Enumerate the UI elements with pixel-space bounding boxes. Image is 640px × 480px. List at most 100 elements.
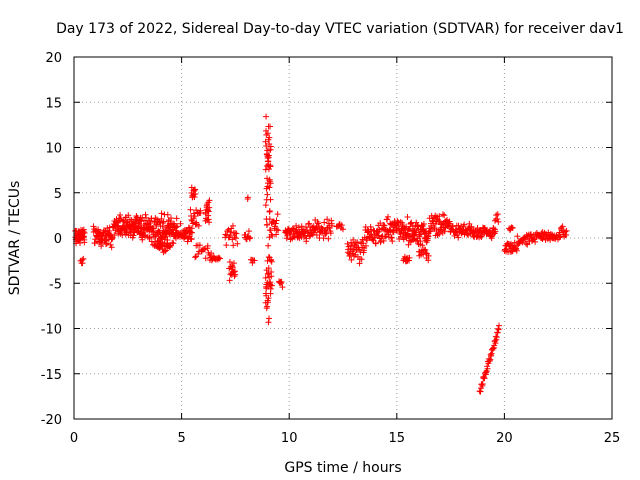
data-point bbox=[165, 225, 172, 232]
data-point bbox=[267, 163, 274, 170]
data-point bbox=[306, 233, 313, 240]
data-point bbox=[339, 226, 346, 233]
data-point bbox=[380, 237, 387, 244]
data-point bbox=[495, 218, 502, 225]
data-point bbox=[509, 224, 516, 231]
data-point bbox=[380, 222, 387, 229]
data-point bbox=[358, 256, 365, 263]
data-point bbox=[315, 220, 322, 227]
data-point bbox=[80, 226, 87, 233]
y-tick-label: -5 bbox=[49, 277, 62, 292]
data-point bbox=[204, 207, 211, 214]
data-point bbox=[264, 175, 271, 182]
data-point bbox=[492, 340, 499, 347]
data-point bbox=[226, 258, 233, 265]
data-point bbox=[422, 250, 429, 257]
data-point bbox=[410, 232, 417, 239]
data-point bbox=[81, 239, 88, 246]
data-point bbox=[187, 235, 194, 242]
data-point bbox=[262, 274, 269, 281]
data-point bbox=[192, 191, 199, 198]
data-point bbox=[267, 123, 274, 130]
data-point bbox=[266, 216, 273, 223]
data-point bbox=[119, 231, 126, 238]
data-point bbox=[479, 380, 486, 387]
data-point bbox=[90, 223, 97, 230]
x-tick-label: 25 bbox=[604, 431, 621, 446]
data-point bbox=[262, 202, 269, 209]
data-point bbox=[268, 282, 275, 289]
data-point bbox=[265, 319, 272, 326]
data-point bbox=[494, 211, 501, 218]
data-point bbox=[143, 214, 150, 221]
data-point bbox=[265, 265, 272, 272]
data-point bbox=[427, 228, 434, 235]
data-point bbox=[419, 242, 426, 249]
data-point bbox=[230, 242, 237, 249]
data-point bbox=[446, 218, 453, 225]
data-point bbox=[265, 242, 272, 249]
data-point bbox=[414, 237, 421, 244]
data-point bbox=[350, 236, 357, 243]
data-point bbox=[493, 212, 500, 219]
data-point bbox=[278, 278, 285, 285]
data-point bbox=[266, 184, 273, 191]
data-point bbox=[477, 233, 484, 240]
data-point bbox=[273, 231, 280, 238]
data-point bbox=[266, 208, 273, 215]
data-point bbox=[168, 215, 175, 222]
data-point bbox=[417, 238, 424, 245]
data-point bbox=[532, 238, 539, 245]
data-point bbox=[397, 230, 404, 237]
data-point bbox=[275, 227, 282, 234]
data-point bbox=[327, 230, 334, 237]
data-point bbox=[222, 231, 229, 238]
data-point bbox=[431, 224, 438, 231]
x-tick-label: 15 bbox=[389, 431, 406, 446]
data-point bbox=[188, 236, 195, 243]
data-point bbox=[267, 180, 274, 187]
data-point bbox=[274, 211, 281, 218]
data-point bbox=[313, 231, 320, 238]
data-point bbox=[159, 220, 166, 227]
data-point bbox=[173, 215, 180, 222]
data-point bbox=[375, 232, 382, 239]
data-point bbox=[192, 254, 199, 261]
y-tick-label: -20 bbox=[41, 413, 62, 428]
data-point bbox=[159, 240, 166, 247]
data-point bbox=[399, 219, 406, 226]
data-point bbox=[264, 303, 271, 310]
data-point bbox=[519, 239, 526, 246]
data-point bbox=[130, 232, 137, 239]
data-point bbox=[125, 212, 132, 219]
data-point bbox=[267, 227, 274, 234]
data-point bbox=[157, 219, 164, 226]
data-point bbox=[161, 236, 168, 243]
y-axis-label: SDTVAR / TECUs bbox=[7, 181, 23, 296]
data-point bbox=[272, 223, 279, 230]
data-point bbox=[524, 241, 531, 248]
data-point bbox=[230, 260, 237, 267]
data-point bbox=[103, 240, 110, 247]
data-point bbox=[187, 206, 194, 213]
data-point bbox=[174, 223, 181, 230]
data-point bbox=[162, 247, 169, 254]
data-point bbox=[232, 271, 239, 278]
data-point bbox=[263, 113, 270, 120]
data-point bbox=[226, 277, 233, 284]
data-point bbox=[177, 220, 184, 227]
data-point bbox=[279, 284, 286, 291]
data-points bbox=[72, 113, 570, 395]
y-tick-label: -10 bbox=[41, 323, 62, 338]
data-point bbox=[142, 211, 149, 218]
chart-title: Day 173 of 2022, Sidereal Day-to-day VTE… bbox=[56, 21, 624, 37]
data-point bbox=[422, 246, 429, 253]
data-point bbox=[441, 228, 448, 235]
x-tick-label: 5 bbox=[177, 431, 185, 446]
data-point bbox=[400, 236, 407, 243]
y-tick-label: 0 bbox=[54, 232, 62, 247]
data-point bbox=[508, 248, 515, 255]
data-point bbox=[406, 254, 413, 261]
data-point bbox=[206, 197, 213, 204]
data-point bbox=[202, 255, 209, 262]
